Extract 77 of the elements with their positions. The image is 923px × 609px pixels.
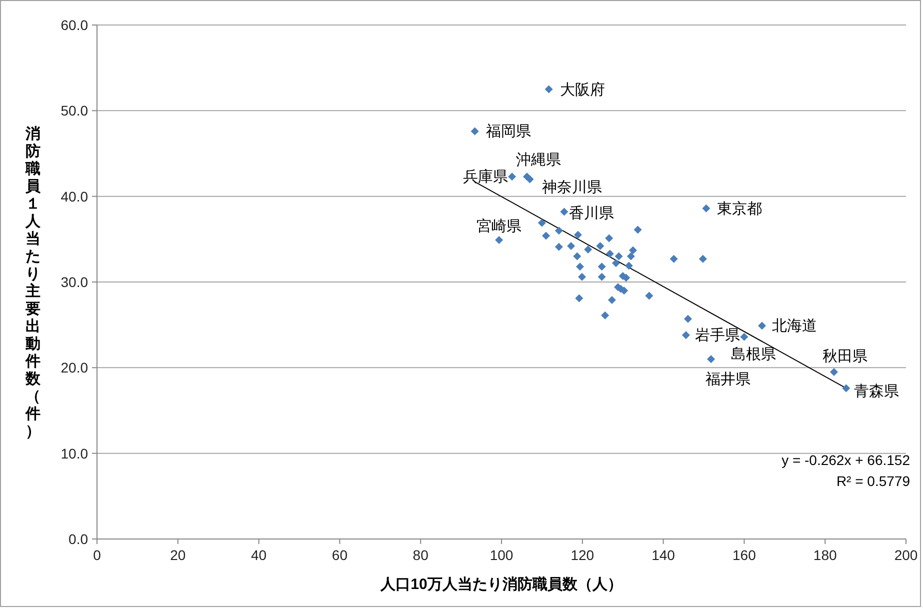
point: [628, 246, 637, 254]
annotation: 福岡県: [486, 123, 531, 140]
x-tick-label: 80: [412, 547, 429, 563]
point: [508, 172, 516, 181]
point: [601, 311, 610, 320]
y-tick-label: 10.0: [60, 445, 88, 462]
point: [578, 272, 586, 281]
y-tick-label: 40.0: [60, 188, 88, 204]
point: [573, 252, 582, 260]
x-tick-label: 140: [652, 547, 676, 563]
point: [574, 230, 582, 239]
point: [707, 355, 716, 364]
point: [542, 232, 550, 240]
x-tick-label: 60: [332, 547, 348, 563]
y-tick-label: 60.0: [60, 17, 88, 33]
point: [612, 259, 620, 268]
point: [645, 292, 654, 300]
x-axis-title: 人口10万人当たり消防職員数（人）: [380, 576, 622, 593]
annotation: 北海道: [772, 318, 817, 335]
point: [567, 242, 576, 250]
x-tick-label: 200: [894, 547, 918, 563]
y-tick-label: 20.0: [60, 360, 88, 376]
point: [495, 236, 504, 244]
point: [670, 254, 678, 263]
point: [842, 384, 850, 392]
point: [598, 272, 606, 281]
point: [624, 262, 633, 270]
point: [634, 226, 642, 234]
point: [544, 85, 553, 94]
x-tick-label: 180: [813, 547, 837, 563]
annotation: 香川県: [569, 204, 614, 222]
point: [554, 242, 563, 251]
point: [698, 254, 707, 263]
y-tick-label: 50.0: [60, 102, 88, 119]
point: [584, 245, 592, 254]
x-tick-label: 40: [251, 547, 267, 563]
annotation: 青森県: [854, 383, 900, 400]
y-tick-label: 0.0: [68, 531, 88, 547]
point: [830, 368, 838, 376]
point: [598, 262, 606, 271]
point: [554, 226, 563, 235]
point: [526, 175, 534, 184]
point: [702, 204, 710, 212]
text: 消防職員１人当たり主要出動件数（件）: [26, 125, 40, 440]
point: [605, 234, 614, 242]
point: [606, 250, 614, 258]
point: [576, 262, 584, 271]
annotation: 島根県: [731, 346, 776, 363]
annotation: 神奈川県: [542, 179, 602, 196]
point: [560, 208, 568, 216]
annotation: 秋田県: [822, 348, 868, 365]
annotation: 宮崎県: [476, 218, 522, 236]
x-tick-label: 100: [490, 547, 514, 563]
x-tick-label: 160: [732, 547, 756, 563]
x-tick-label: 20: [170, 547, 186, 563]
point: [740, 332, 748, 341]
point: [758, 322, 766, 330]
annotation: 東京都: [717, 200, 762, 218]
annotation: R² = 0.5779: [836, 473, 910, 489]
annotation: 兵庫県: [463, 168, 508, 186]
point: [614, 252, 623, 260]
x-tick-label: 120: [570, 547, 594, 563]
annotation: 大阪府: [560, 81, 605, 98]
point: [575, 294, 584, 302]
annotation: 福井県: [706, 371, 751, 388]
point: [538, 218, 546, 227]
point: [684, 314, 692, 323]
annotation: 岩手県: [694, 327, 740, 344]
point: [608, 296, 616, 304]
x-tick-label: 0: [93, 547, 102, 563]
point: [682, 331, 690, 340]
annotation: 沖縄県: [516, 152, 561, 169]
y-tick-label: 30.0: [60, 274, 88, 290]
point: [596, 242, 604, 250]
point: [470, 127, 479, 136]
annotation: y = -0.262x + 66.152: [782, 452, 910, 468]
point: [626, 252, 635, 260]
